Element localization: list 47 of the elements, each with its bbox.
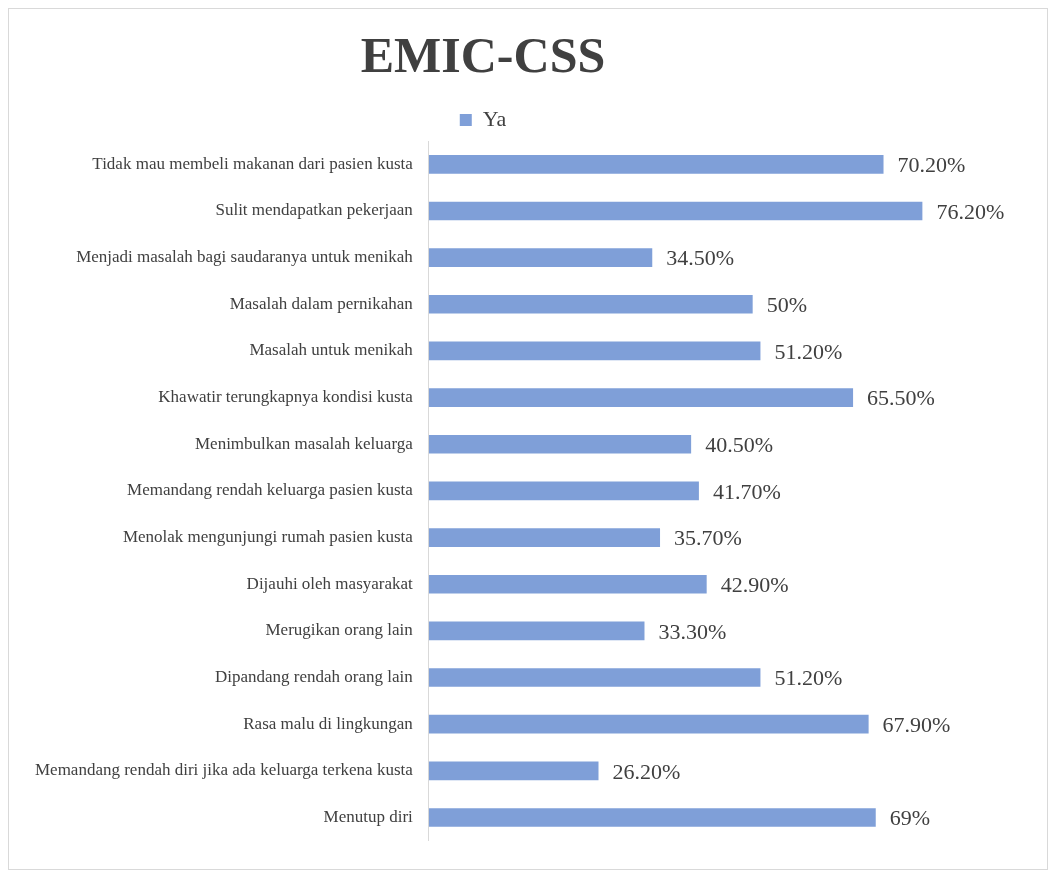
data-label: 50%: [766, 292, 807, 318]
y-tick-label: Menutup diri: [323, 806, 414, 826]
bar: [428, 621, 645, 641]
y-tick-label: Menimbulkan masalah keluarga: [194, 433, 414, 453]
data-label: 42.90%: [720, 571, 789, 597]
data-label: 40.50%: [705, 432, 773, 458]
data-label: 65.50%: [867, 385, 935, 411]
bar: [428, 668, 761, 687]
data-label: 33.30%: [658, 618, 727, 644]
bar: [428, 761, 599, 781]
data-label: 69%: [889, 805, 931, 831]
bar: [428, 388, 854, 407]
bar: [428, 714, 869, 734]
data-label: 51.20%: [774, 665, 843, 691]
bar: [428, 294, 753, 314]
data-label: 26.20%: [612, 758, 681, 784]
y-tick-label: Merugikan orang lain: [265, 620, 414, 640]
data-label: 67.90%: [882, 711, 951, 737]
bar: [428, 808, 876, 827]
bar: [428, 574, 707, 594]
data-label: 76.20%: [936, 198, 1005, 224]
bar: [428, 341, 761, 361]
y-tick-label: Tidak mau membeli makanan dari pasien kusta: [92, 153, 414, 173]
y-tick-label: Dipandang rendah orang lain: [214, 666, 414, 686]
y-tick-label: Dijauhi oleh masyarakat: [246, 573, 414, 593]
bar: [428, 248, 653, 267]
y-tick-label: Sulit mendapatkan pekerjaan: [215, 200, 414, 220]
y-tick-label: Menolak mengunjungi rumah pasien kusta: [122, 527, 414, 547]
data-label: 51.20%: [774, 338, 843, 364]
y-tick-label: Memandang rendah diri jika ada keluarga terkena kusta: [34, 760, 414, 780]
y-tick-label: Menjadi masalah bagi saudaranya untuk menikah: [76, 247, 414, 267]
y-tick-label: Memandang rendah keluarga pasien kusta: [127, 480, 414, 500]
chart-title: EMIC-CSS: [360, 26, 606, 83]
data-label: 41.70%: [712, 478, 781, 504]
bar: [428, 155, 884, 174]
data-label: 34.50%: [666, 245, 735, 271]
legend-label: Ya: [482, 105, 507, 131]
y-tick-label: Rasa malu di lingkungan: [243, 713, 414, 733]
y-tick-label: Masalah untuk menikah: [249, 340, 414, 360]
bar: [428, 528, 661, 547]
bar: [428, 481, 699, 501]
bar: [428, 201, 923, 221]
data-label: 35.70%: [674, 525, 742, 551]
bar: [428, 434, 692, 454]
y-tick-label: Khawatir terungkapnya kondisi kusta: [158, 387, 414, 407]
data-label: 70.20%: [897, 152, 966, 178]
y-tick-label: Masalah dalam pernikahan: [229, 293, 414, 313]
